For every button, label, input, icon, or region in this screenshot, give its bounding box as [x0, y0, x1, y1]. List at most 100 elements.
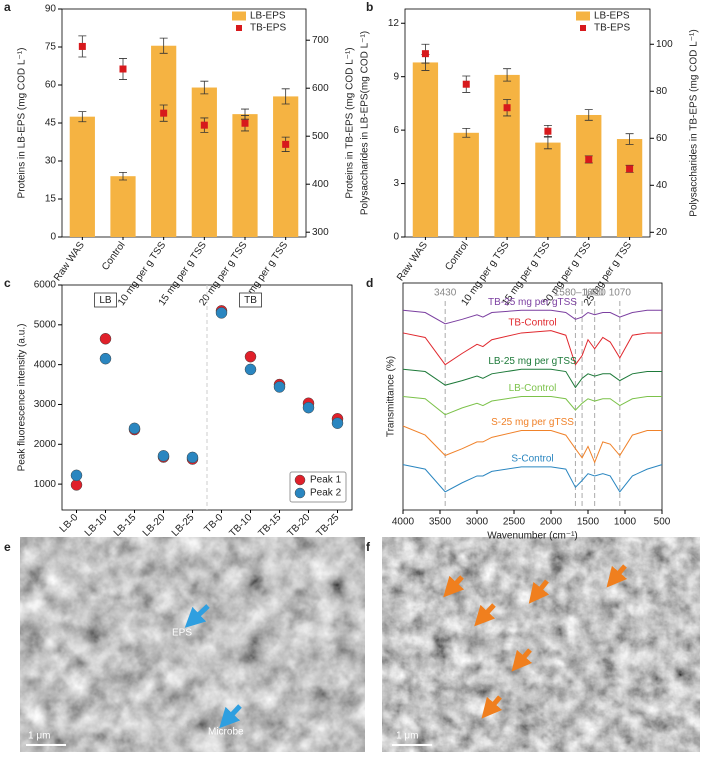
marker — [119, 65, 127, 73]
arrow — [481, 695, 503, 719]
y-tick-label: 5000 — [34, 319, 57, 330]
y-tick-label: 90 — [45, 4, 57, 15]
series-label: S-25 mg per gTSS — [491, 417, 574, 428]
point — [186, 451, 199, 464]
error-bar — [462, 127, 471, 138]
panel-letter: b — [366, 0, 373, 14]
x-tick-label: 1000 — [614, 517, 637, 528]
error-bar — [119, 172, 127, 181]
scale-bar-label: 1 μm — [396, 731, 418, 742]
marker — [160, 109, 168, 117]
marker — [78, 42, 86, 50]
legend-label: TB-EPS — [594, 23, 630, 34]
x-tick-label: 1500 — [577, 517, 600, 528]
spectrum-line — [402, 425, 662, 464]
bar — [273, 96, 299, 238]
error-bar — [159, 37, 168, 54]
y2-tick-label: 60 — [656, 133, 668, 144]
y2-tick-label: 80 — [656, 86, 668, 97]
y-tick-label: 6 — [393, 125, 399, 136]
marker — [626, 165, 634, 173]
spectrum-line — [402, 368, 662, 389]
x-tick-label: Raw WAS — [52, 240, 87, 284]
marker — [200, 121, 208, 129]
y-axis-label: Proteins in LB-EPS (mg COD L⁻¹) — [17, 48, 28, 199]
x-axis-label: Wavenumber (cm⁻¹) — [487, 531, 577, 542]
legend-swatch — [294, 487, 306, 499]
y-axis-label: Transmittance (%) — [386, 356, 397, 437]
x-tick-label: Control — [100, 240, 128, 273]
error-bar — [78, 111, 87, 123]
arrows — [443, 564, 628, 719]
x-tick-label: TB-10 — [227, 512, 254, 539]
bar — [535, 142, 561, 237]
y2-tick-label: 400 — [312, 179, 329, 190]
y-tick-label: 0 — [50, 232, 56, 243]
series-label: S-Control — [511, 454, 553, 465]
plot-frame — [61, 8, 307, 238]
point — [331, 417, 344, 429]
arrow — [606, 564, 628, 588]
point — [302, 401, 315, 414]
y-tick-label: 60 — [45, 80, 57, 91]
x-tick-label: 4000 — [392, 517, 415, 528]
arrow — [219, 704, 242, 729]
x-tick-label: Raw WAS — [395, 240, 430, 284]
marker — [503, 104, 511, 112]
y2-tick-label: 100 — [656, 39, 673, 50]
x-tick-label: Control — [443, 240, 471, 273]
panel-letter: e — [4, 540, 11, 554]
error-bar — [281, 88, 290, 105]
image-label: Microbe — [208, 727, 244, 738]
bar — [191, 87, 217, 238]
bar — [69, 116, 95, 237]
legend-swatch — [236, 25, 242, 31]
point — [99, 352, 112, 365]
legend-label: LB-EPS — [594, 11, 630, 22]
point — [273, 381, 286, 393]
x-tick-label: 2500 — [503, 517, 526, 528]
y-tick-label: 1000 — [34, 479, 57, 490]
series-label: LB-25 mg per gTSS — [488, 356, 577, 367]
bar — [232, 114, 258, 237]
y2-axis-label: Polysaccharides in TB-EPS (mg COD L⁻¹) — [689, 29, 700, 216]
legend-label: Peak 2 — [310, 488, 342, 499]
reference-label: 1580–1670 — [554, 288, 604, 299]
x-tick-label: 500 — [654, 517, 671, 528]
x-tick-label: LB-15 — [112, 512, 139, 539]
y-tick-label: 75 — [45, 42, 57, 53]
series-label: TB-Control — [508, 317, 556, 328]
panel-letter: f — [366, 540, 371, 554]
scale-bar-label: 1 μm — [28, 731, 50, 742]
marker — [282, 140, 290, 148]
legend-swatch — [580, 25, 586, 31]
marker — [585, 155, 593, 163]
legend-label: LB-EPS — [250, 11, 286, 22]
y-axis-label: Peak fluorescence intensity (a.u.) — [17, 324, 28, 472]
x-tick-label: LB-10 — [83, 512, 110, 539]
y-tick-label: 4000 — [34, 359, 57, 370]
y-tick-label: 12 — [388, 18, 400, 29]
y-tick-label: 30 — [45, 156, 57, 167]
series-label: LB-Control — [509, 383, 557, 394]
marker — [241, 119, 249, 127]
legend-swatch — [232, 11, 246, 21]
reference-label: 1410 — [584, 288, 607, 299]
arrow — [184, 604, 210, 628]
point — [128, 422, 141, 435]
group-label: TB — [244, 295, 257, 306]
image-label: EPS — [172, 628, 192, 639]
legend-swatch — [294, 474, 306, 486]
group-label: LB — [99, 295, 112, 306]
y2-tick-label: 600 — [312, 83, 329, 94]
group-box — [239, 292, 262, 308]
bar — [616, 139, 643, 237]
arrow — [511, 648, 533, 672]
x-tick-label: TB-0 — [202, 512, 225, 535]
reference-label: 3430 — [434, 288, 457, 299]
error-bar — [584, 109, 593, 121]
bar — [151, 45, 177, 237]
point — [70, 469, 83, 482]
spectrum-line — [402, 396, 662, 416]
bar — [576, 114, 602, 237]
